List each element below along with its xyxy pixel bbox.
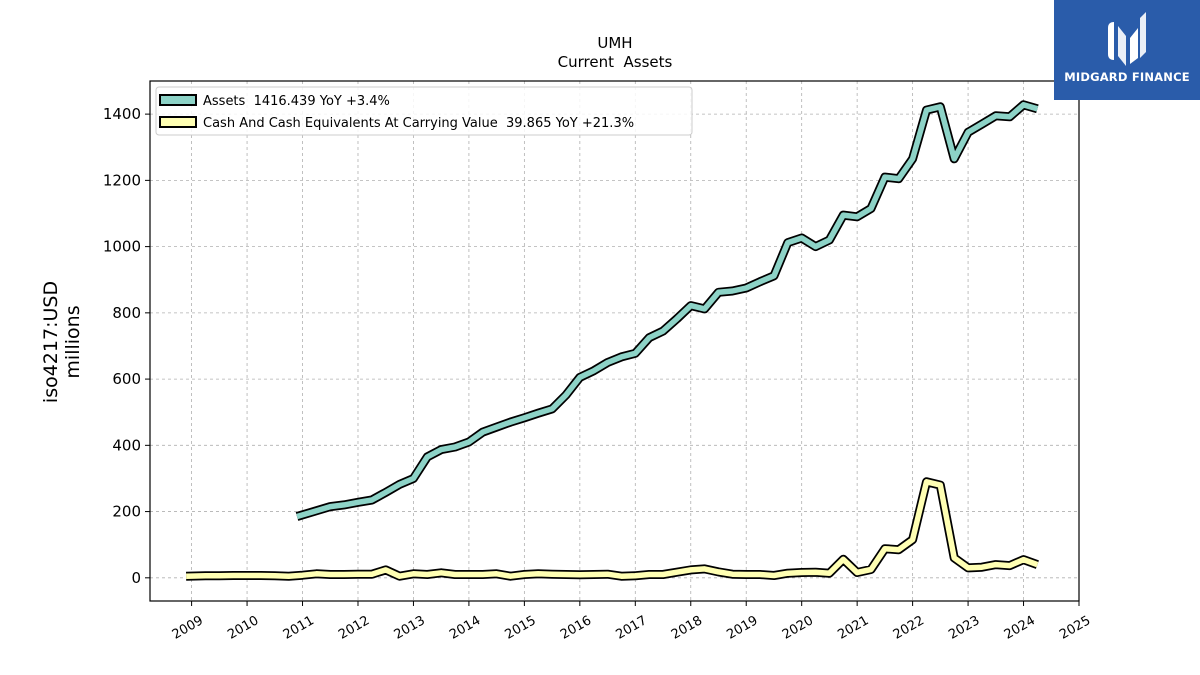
x-tick-label: 2022 <box>891 613 927 643</box>
x-tick-label: 2024 <box>1002 613 1038 643</box>
x-tick-label: 2016 <box>558 613 594 643</box>
y-axis-label: iso4217:USD millions <box>40 281 84 403</box>
x-tick-label: 2018 <box>669 613 705 643</box>
x-tick-label: 2012 <box>336 613 372 643</box>
x-tick-label: 2010 <box>225 613 261 643</box>
x-tick-label: 2011 <box>281 613 317 643</box>
x-tick-label: 2017 <box>613 613 649 643</box>
y-axis-label-line: millions <box>62 305 84 378</box>
midgard-finance-logo: MIDGARD FINANCE <box>1054 0 1200 100</box>
series-line-outline <box>186 477 1039 581</box>
chart-title: UMH <box>597 34 632 52</box>
series-line <box>296 102 1039 520</box>
x-tick-label: 2021 <box>835 613 871 643</box>
y-tick-label: 600 <box>112 370 141 388</box>
legend-label: Assets 1416.439 YoY +3.4% <box>203 94 390 109</box>
logo-text: MIDGARD FINANCE <box>1064 70 1190 84</box>
legend: Assets 1416.439 YoY +3.4% Cash And Cash E… <box>155 86 693 136</box>
y-tick-label: 800 <box>112 304 141 322</box>
grid <box>150 81 1080 601</box>
y-tick-label: 200 <box>112 503 141 521</box>
y-tick-label: 400 <box>112 436 141 454</box>
x-tick-label: 2009 <box>170 613 206 643</box>
x-tick-label: 2025 <box>1057 613 1093 643</box>
y-tick-label: 1200 <box>103 171 141 189</box>
midgard-logo-icon <box>1108 12 1146 66</box>
x-tick-label: 2013 <box>392 613 428 643</box>
legend-swatch <box>159 94 197 106</box>
series-line-outline <box>295 100 1039 521</box>
x-tick-label: 2023 <box>946 613 982 643</box>
plot-frame <box>149 80 1080 602</box>
x-tick-label: 2015 <box>503 613 539 643</box>
chart-subtitle: Current Assets <box>558 53 673 71</box>
x-tick-label: 2019 <box>724 613 760 643</box>
x-tick-label: 2014 <box>447 613 483 643</box>
legend-swatch <box>159 116 197 128</box>
legend-label: Cash And Cash Equivalents At Carrying Va… <box>203 116 634 131</box>
legend-box <box>155 86 693 136</box>
y-tick-label: 0 <box>131 569 141 587</box>
series-line <box>186 479 1039 579</box>
y-tick-label: 1000 <box>103 238 141 256</box>
y-tick-label: 1400 <box>103 105 141 123</box>
x-tick-label: 2020 <box>780 613 816 643</box>
series-layer <box>186 100 1039 581</box>
y-axis-label-line: iso4217:USD <box>40 281 62 403</box>
axis-ticks: 2009 2010 2011 2012 2013 2014 2015 2016 2017 2018… <box>103 105 1094 643</box>
